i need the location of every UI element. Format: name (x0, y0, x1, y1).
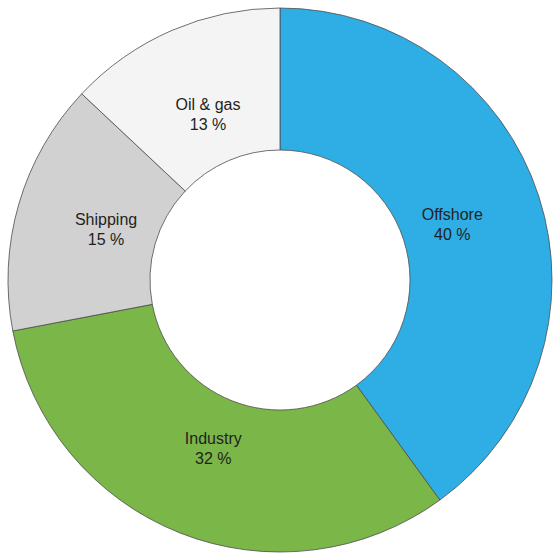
svg-text:Industry32 %: Industry32 % (185, 430, 242, 467)
svg-text:Shipping15 %: Shipping15 % (75, 211, 137, 248)
svg-text:Offshore40 %: Offshore40 % (422, 206, 483, 243)
svg-text:Oil & gas13 %: Oil & gas13 % (176, 96, 241, 133)
